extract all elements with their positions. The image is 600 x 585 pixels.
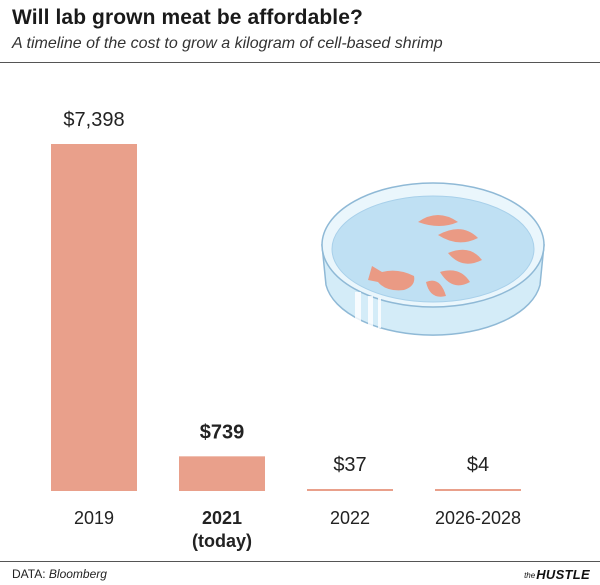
bar-2022 — [307, 489, 393, 491]
chart-subtitle: A timeline of the cost to grow a kilogra… — [12, 35, 443, 52]
dish-highlight — [378, 298, 381, 328]
bar-chart: $7,398 $739 $37 $4 2019 2021 (today) 2022 2026-… — [51, 109, 545, 551]
bar-2019 — [51, 144, 137, 491]
value-labels-group: $7,398 $739 $37 $4 — [63, 109, 489, 476]
chart-title: Will lab grown meat be affordable? — [12, 6, 363, 29]
x-tick-label: 2026-2028 — [435, 508, 521, 528]
bottom-divider — [0, 561, 600, 562]
brand-prefix: the — [524, 571, 536, 580]
bars-group — [51, 144, 521, 491]
x-tick-label: 2019 — [74, 508, 114, 528]
value-label: $4 — [467, 454, 489, 476]
top-divider — [0, 62, 600, 63]
value-label: $37 — [333, 454, 366, 476]
data-source: DATA: Bloomberg — [12, 567, 107, 581]
x-tick-label: 2021 — [202, 508, 242, 528]
dish-highlight — [355, 292, 361, 322]
shrimp-icon — [368, 215, 482, 297]
petri-dish-illustration — [321, 182, 545, 336]
bar-2021 — [179, 456, 265, 491]
value-label: $7,398 — [63, 109, 124, 131]
bar-2026-2028 — [435, 489, 521, 491]
source-value: Bloomberg — [48, 567, 107, 581]
x-axis-ticks: 2019 2021 (today) 2022 2026-2028 — [74, 508, 521, 551]
source-label: DATA: — [12, 567, 46, 581]
dish-highlight — [368, 296, 373, 326]
x-tick-label: 2022 — [330, 508, 370, 528]
x-tick-sublabel: (today) — [192, 531, 252, 551]
brand-logo: theHUSTLE — [524, 566, 590, 584]
brand-name: HUSTLE — [536, 567, 590, 582]
value-label: $739 — [200, 421, 245, 443]
